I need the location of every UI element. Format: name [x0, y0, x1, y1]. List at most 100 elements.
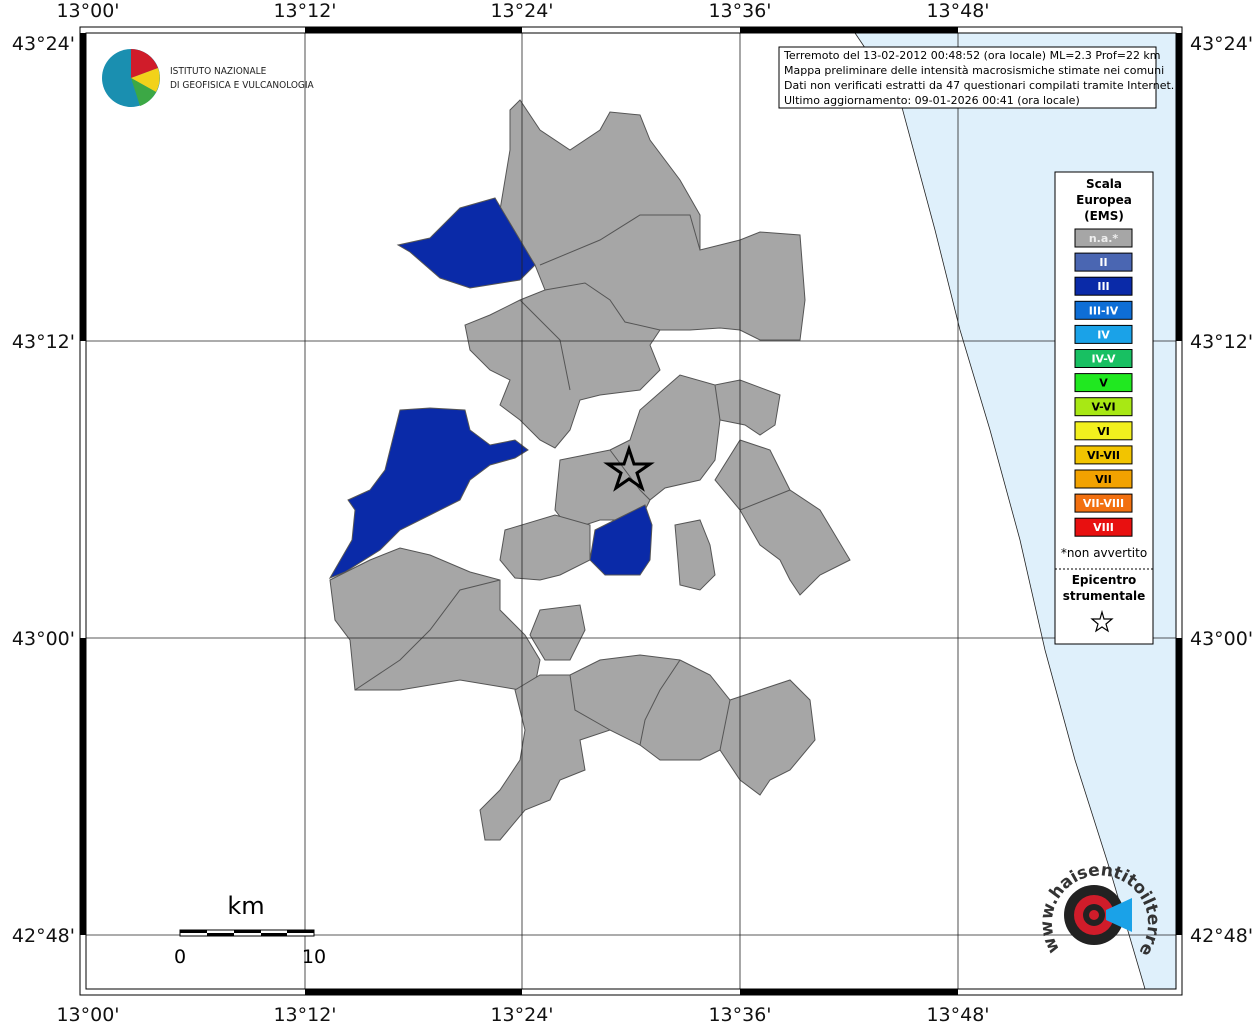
border — [544, 282, 661, 331]
municipality — [396, 197, 536, 289]
legend-epicenter: Epicentro — [1072, 573, 1137, 587]
legend-swatch — [1074, 276, 1133, 296]
frame-outer — [79, 26, 1183, 996]
lat-label: 42°48' — [1190, 925, 1253, 947]
legend-label: III-IV — [1089, 304, 1119, 317]
scale-segment — [261, 933, 287, 936]
legend-label: II — [1099, 256, 1107, 269]
legend-note: *non avvertito — [1061, 546, 1147, 560]
lon-label: 13°36' — [708, 0, 771, 22]
frame-band — [740, 27, 958, 33]
scale-segment — [207, 933, 234, 936]
institute-name: ISTITUTO NAZIONALE — [170, 66, 267, 77]
legend-label: IV-V — [1091, 353, 1116, 366]
frame-band — [1176, 638, 1182, 935]
legend-swatch — [1074, 252, 1133, 272]
ingv-logo: ISTITUTO NAZIONALE DI GEOFISICA E VULCAN… — [102, 49, 315, 107]
lat-label: 43°12' — [12, 331, 75, 353]
legend-swatch — [1074, 228, 1133, 248]
legend-label: VII-VIII — [1083, 497, 1124, 510]
logo-segment — [131, 68, 160, 92]
legend-label: III — [1097, 280, 1109, 293]
lon-label: 13°00' — [56, 0, 119, 22]
municipality — [589, 504, 653, 576]
legend: Scala Europea (EMS) *non avvertito Epice… — [1054, 171, 1154, 645]
lat-label: 43°00' — [1190, 628, 1253, 650]
legend-swatch — [1074, 373, 1133, 393]
logo-segment — [131, 49, 158, 78]
lat-label: 42°48' — [12, 925, 75, 947]
frame-band — [80, 33, 86, 341]
scale-bar: km 0 10 — [174, 892, 326, 968]
scale-segment — [180, 930, 207, 933]
legend-label: V-VI — [1091, 401, 1115, 414]
legend-swatch — [1074, 324, 1133, 344]
legend-label: VIII — [1093, 521, 1114, 534]
legend-title: Europea — [1076, 193, 1132, 207]
legend-title: (EMS) — [1084, 209, 1124, 223]
legend-label: IV — [1097, 328, 1110, 341]
lat-label: 43°12' — [1190, 331, 1253, 353]
logo-speaker — [1106, 898, 1132, 932]
frame-band — [1176, 33, 1182, 341]
lat-label: 43°00' — [12, 628, 75, 650]
legend-title: Scala — [1086, 177, 1122, 191]
municipality — [674, 519, 716, 591]
border — [714, 384, 721, 421]
legend-epicenter: strumentale — [1063, 589, 1146, 603]
municipality — [554, 374, 781, 531]
scale-label: 10 — [302, 946, 326, 968]
frame-band — [305, 989, 522, 995]
municipality — [464, 99, 806, 449]
lon-labels: 13°00' 13°12' 13°24' 13°36' 13°48' 13°00… — [56, 0, 989, 1024]
municipality — [499, 514, 591, 581]
legend-swatch — [1074, 493, 1133, 513]
frame-band — [80, 638, 86, 935]
municipality — [529, 604, 586, 661]
legend-swatch — [1074, 469, 1133, 489]
info-line: Terremoto del 13-02-2012 00:48:52 (ora l… — [783, 49, 1161, 62]
lon-label: 13°48' — [926, 0, 989, 22]
border — [739, 489, 791, 511]
lon-label: 13°12' — [273, 0, 336, 22]
scale-segment — [287, 930, 314, 933]
legend-swatch — [1074, 445, 1133, 465]
legend-label: V — [1099, 377, 1108, 390]
legend-label: VI-VII — [1087, 449, 1120, 462]
border — [519, 299, 571, 391]
scale-segment — [234, 930, 261, 933]
lon-label: 13°00' — [56, 1004, 119, 1024]
grid — [86, 33, 1176, 989]
scale-label: 0 — [174, 946, 186, 968]
frame-inner — [85, 32, 1177, 990]
lon-label: 13°36' — [708, 1004, 771, 1024]
legend-star — [1090, 609, 1114, 633]
institute-name: DI GEOFISICA E VULCANOLOGIA — [170, 80, 315, 91]
lon-label: 13°48' — [926, 1004, 989, 1024]
legend-label: n.a.* — [1089, 232, 1119, 245]
municipality — [328, 407, 529, 580]
border — [719, 699, 731, 751]
border — [354, 579, 501, 691]
lon-label: 13°24' — [490, 0, 553, 22]
legend-label: VI — [1097, 425, 1110, 438]
frame-band — [305, 27, 522, 33]
legend-swatch — [1074, 300, 1133, 320]
border — [639, 659, 681, 746]
border — [569, 674, 611, 731]
frame — [79, 26, 1183, 996]
legend-swatch — [1074, 349, 1133, 368]
lat-label: 43°24' — [1190, 33, 1253, 55]
lon-label: 13°12' — [273, 1004, 336, 1024]
legend-swatch — [1074, 397, 1133, 417]
info-frame — [778, 46, 1157, 109]
lat-labels: 43°24' 43°12' 43°00' 42°48' 43°24' 43°12… — [12, 33, 1253, 947]
border — [539, 214, 701, 266]
lon-label: 13°24' — [490, 1004, 553, 1024]
info-line: Mappa preliminare delle intensità macros… — [784, 64, 1164, 77]
legend-swatch — [1074, 517, 1133, 537]
logo-segment — [131, 78, 156, 106]
legend-swatch — [1074, 421, 1133, 441]
info-line: Ultimo aggiornamento: 09-01-2026 00:41 (… — [784, 94, 1080, 107]
